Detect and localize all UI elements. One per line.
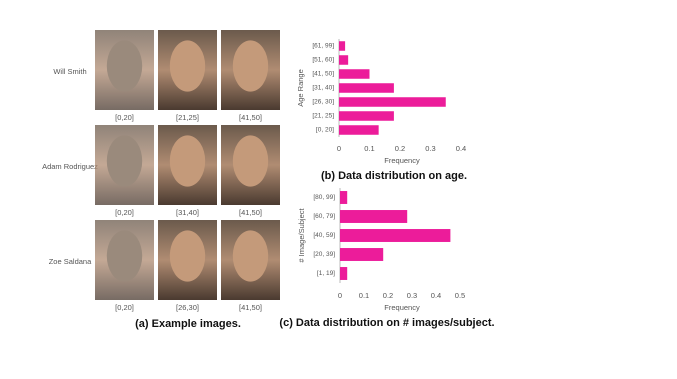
x-tick-label: 0.1 xyxy=(359,291,369,300)
face xyxy=(169,135,206,187)
y-tick-label: [1, 19] xyxy=(317,270,335,277)
person-name: Zoe Saldana xyxy=(49,257,92,266)
face xyxy=(106,40,143,92)
face xyxy=(232,135,269,187)
bar xyxy=(339,97,446,107)
y-tick-label: [0, 20] xyxy=(316,127,334,134)
caption: (a) Example images. xyxy=(135,318,241,330)
bar xyxy=(339,55,349,65)
x-tick-label: 0.2 xyxy=(395,144,405,153)
x-axis-label: Frequency xyxy=(384,156,420,165)
bar xyxy=(340,248,384,261)
y-tick-label: [61, 99] xyxy=(312,43,334,50)
y-tick-label: [31, 40] xyxy=(312,85,334,92)
face xyxy=(106,135,143,187)
bar xyxy=(339,69,370,79)
age-label: [0,20] xyxy=(115,303,134,312)
x-tick-label: 0.3 xyxy=(407,291,417,300)
y-tick-label: [21, 25] xyxy=(312,113,334,120)
bar xyxy=(340,210,408,223)
y-axis-label: # Image/Subject xyxy=(297,207,306,262)
y-tick-label: [51, 60] xyxy=(312,57,334,64)
x-tick-label: 0.1 xyxy=(364,144,374,153)
y-tick-label: [80, 99] xyxy=(313,194,335,201)
y-tick-label: [20, 39] xyxy=(313,251,335,258)
y-tick-label: [60, 79] xyxy=(313,213,335,220)
caption: (c) Data distribution on # images/subjec… xyxy=(279,317,494,329)
face xyxy=(169,230,206,282)
age-label: [41,50] xyxy=(239,113,262,122)
y-tick-label: [40, 59] xyxy=(313,232,335,239)
age-label: [41,50] xyxy=(239,208,262,217)
y-tick-label: [26, 30] xyxy=(312,99,334,106)
age-label: [0,20] xyxy=(115,208,134,217)
x-tick-label: 0.4 xyxy=(456,144,466,153)
face xyxy=(106,230,143,282)
bar xyxy=(339,125,379,135)
x-tick-label: 0.3 xyxy=(425,144,435,153)
age-label: [0,20] xyxy=(115,113,134,122)
bar xyxy=(340,229,451,242)
bar xyxy=(339,41,346,51)
bar xyxy=(340,267,348,280)
x-tick-label: 0.5 xyxy=(455,291,465,300)
face xyxy=(232,40,269,92)
age-label: [26,30] xyxy=(176,303,199,312)
x-axis-label: Frequency xyxy=(384,303,420,312)
person-name: Adam Rodriguez xyxy=(42,162,98,171)
age-label: [41,50] xyxy=(239,303,262,312)
y-tick-label: [41, 50] xyxy=(312,71,334,78)
bar xyxy=(339,111,394,121)
x-tick-label: 0.2 xyxy=(383,291,393,300)
x-tick-label: 0 xyxy=(337,144,341,153)
x-tick-label: 0.4 xyxy=(431,291,441,300)
age-label: [31,40] xyxy=(176,208,199,217)
x-tick-label: 0 xyxy=(338,291,342,300)
person-name: Will Smith xyxy=(53,67,86,76)
bar xyxy=(339,83,394,93)
face xyxy=(232,230,269,282)
caption: (b) Data distribution on age. xyxy=(321,170,467,182)
age-label: [21,25] xyxy=(176,113,199,122)
y-axis-label: Age Range xyxy=(296,69,305,107)
bar xyxy=(340,191,348,204)
face xyxy=(169,40,206,92)
